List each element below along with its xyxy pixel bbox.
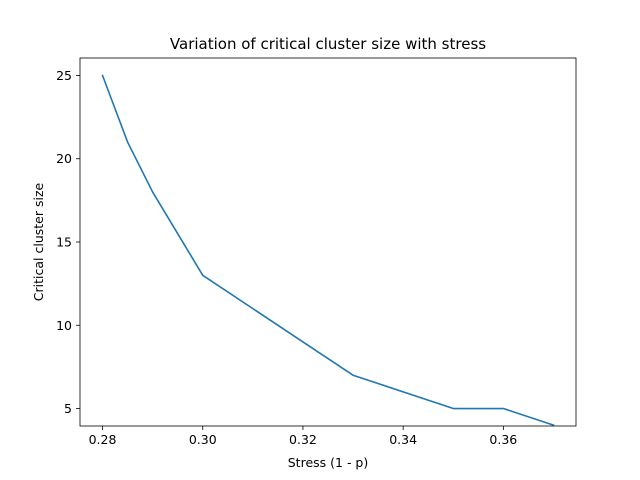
chart-title: Variation of critical cluster size with …	[170, 35, 486, 53]
plot-area: 0.28 0.30 0.32 0.34 0.36 5 10 15 20 25	[56, 57, 577, 447]
x-tick-label: 0.36	[489, 432, 517, 447]
x-tick-label: 0.30	[189, 432, 217, 447]
y-axis-label: Critical cluster size	[31, 182, 46, 301]
y-tick-label: 25	[56, 68, 72, 83]
y-tick-label: 20	[56, 151, 72, 166]
x-tick-label: 0.34	[389, 432, 417, 447]
x-tick-label: 0.32	[289, 432, 317, 447]
plot-frame	[79, 57, 577, 427]
x-tick-label: 0.28	[89, 432, 117, 447]
y-tick-label: 5	[64, 401, 72, 416]
y-tick-label: 15	[56, 235, 72, 250]
x-axis-label: Stress (1 - p)	[288, 455, 369, 470]
y-tick-label: 10	[56, 318, 72, 333]
series-line-0	[101, 74, 555, 427]
